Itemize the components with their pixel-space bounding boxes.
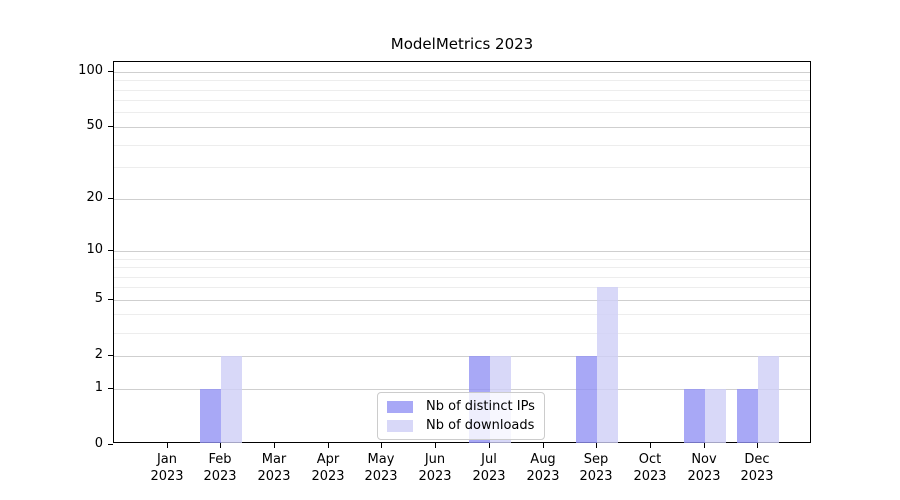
- bar-distinct-ips-nov: [684, 389, 705, 443]
- x-tick-label: Jan 2023: [150, 452, 184, 484]
- minor-gridline: [114, 277, 810, 278]
- x-tick-mark: [167, 443, 168, 448]
- bar-downloads-dec: [758, 356, 779, 443]
- x-tick-mark: [381, 443, 382, 448]
- bar-downloads-feb: [221, 356, 242, 443]
- x-tick-label: May 2023: [364, 452, 398, 484]
- bar-distinct-ips-sep: [576, 356, 597, 443]
- x-tick-mark: [650, 443, 651, 448]
- x-tick-label: Aug 2023: [526, 452, 560, 484]
- minor-gridline: [114, 80, 810, 81]
- x-tick-label: Jul 2023: [472, 452, 506, 484]
- x-tick-label: Dec 2023: [740, 452, 774, 484]
- y-tick-label: 100: [78, 63, 103, 78]
- minor-gridline: [114, 259, 810, 260]
- legend-label-downloads: Nb of downloads: [426, 418, 535, 433]
- major-gridline: [114, 127, 810, 128]
- y-tick-mark: [108, 444, 113, 445]
- minor-gridline: [114, 287, 810, 288]
- minor-gridline: [114, 333, 810, 334]
- legend-swatch-distinct-ips: [387, 400, 413, 413]
- bar-distinct-ips-feb: [200, 389, 221, 443]
- y-tick-mark: [108, 299, 113, 300]
- x-tick-mark: [757, 443, 758, 448]
- y-tick-label: 1: [94, 380, 103, 395]
- y-tick-mark: [108, 355, 113, 356]
- x-tick-mark: [274, 443, 275, 448]
- major-gridline: [114, 199, 810, 200]
- legend-entry-downloads: Nb of downloads: [387, 418, 535, 433]
- x-tick-label: Oct 2023: [633, 452, 667, 484]
- major-gridline: [114, 389, 810, 390]
- legend: Nb of distinct IPs Nb of downloads: [377, 392, 545, 440]
- x-tick-mark: [489, 443, 490, 448]
- major-gridline: [114, 72, 810, 73]
- minor-gridline: [114, 90, 810, 91]
- x-tick-label: Nov 2023: [687, 452, 721, 484]
- y-tick-label: 10: [86, 242, 103, 257]
- x-tick-label: Apr 2023: [311, 452, 345, 484]
- y-tick-label: 0: [94, 436, 103, 451]
- y-tick-label: 5: [94, 291, 103, 306]
- minor-gridline: [114, 145, 810, 146]
- minor-gridline: [114, 100, 810, 101]
- x-tick-mark: [543, 443, 544, 448]
- x-tick-label: Mar 2023: [257, 452, 291, 484]
- y-tick-mark: [108, 71, 113, 72]
- legend-swatch-downloads: [387, 419, 413, 432]
- legend-entry-distinct-ips: Nb of distinct IPs: [387, 399, 535, 414]
- y-tick-mark: [108, 198, 113, 199]
- minor-gridline: [114, 267, 810, 268]
- legend-label-distinct-ips: Nb of distinct IPs: [426, 399, 535, 414]
- y-tick-mark: [108, 388, 113, 389]
- y-tick-label: 50: [86, 118, 103, 133]
- bar-distinct-ips-dec: [737, 389, 758, 443]
- y-tick-mark: [108, 126, 113, 127]
- major-gridline: [114, 251, 810, 252]
- x-tick-label: Jun 2023: [418, 452, 452, 484]
- minor-gridline: [114, 314, 810, 315]
- plot-area: Nb of distinct IPs Nb of downloads: [113, 61, 811, 443]
- y-tick-mark: [108, 250, 113, 251]
- bar-downloads-nov: [705, 389, 726, 443]
- major-gridline: [114, 356, 810, 357]
- x-tick-mark: [328, 443, 329, 448]
- x-tick-label: Sep 2023: [579, 452, 613, 484]
- bar-downloads-sep: [597, 287, 618, 443]
- y-tick-label: 2: [94, 347, 103, 362]
- x-tick-mark: [596, 443, 597, 448]
- x-tick-mark: [220, 443, 221, 448]
- x-tick-mark: [704, 443, 705, 448]
- major-gridline: [114, 300, 810, 301]
- chart-title: ModelMetrics 2023: [390, 35, 534, 53]
- x-tick-mark: [435, 443, 436, 448]
- x-tick-label: Feb 2023: [203, 452, 237, 484]
- y-tick-label: 20: [86, 190, 103, 205]
- minor-gridline: [114, 112, 810, 113]
- minor-gridline: [114, 167, 810, 168]
